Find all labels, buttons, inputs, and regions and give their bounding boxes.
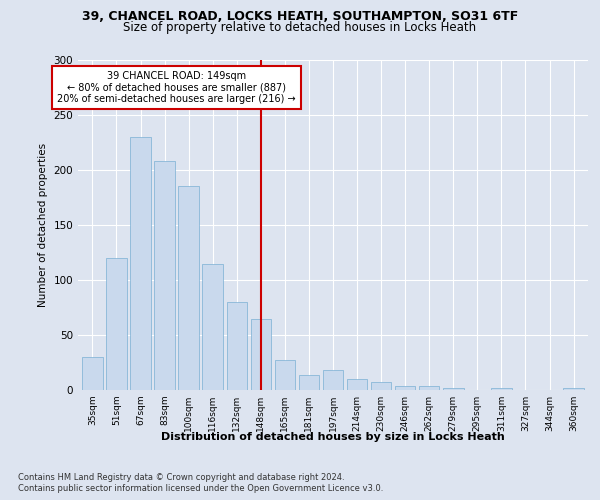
Text: Distribution of detached houses by size in Locks Heath: Distribution of detached houses by size … [161, 432, 505, 442]
Bar [251, 318, 271, 390]
Text: 39 CHANCEL ROAD: 149sqm
← 80% of detached houses are smaller (887)
20% of semi-d: 39 CHANCEL ROAD: 149sqm ← 80% of detache… [58, 71, 296, 104]
Bar [202, 264, 223, 390]
Bar [347, 379, 367, 390]
Bar [395, 386, 415, 390]
Bar [443, 388, 464, 390]
Text: Size of property relative to detached houses in Locks Heath: Size of property relative to detached ho… [124, 22, 476, 35]
Y-axis label: Number of detached properties: Number of detached properties [38, 143, 48, 307]
Bar [82, 357, 103, 390]
Bar [323, 370, 343, 390]
Text: Contains public sector information licensed under the Open Government Licence v3: Contains public sector information licen… [18, 484, 383, 493]
Bar [130, 137, 151, 390]
Bar [299, 374, 319, 390]
Bar [419, 386, 439, 390]
Bar [491, 388, 512, 390]
Bar [178, 186, 199, 390]
Text: 39, CHANCEL ROAD, LOCKS HEATH, SOUTHAMPTON, SO31 6TF: 39, CHANCEL ROAD, LOCKS HEATH, SOUTHAMPT… [82, 10, 518, 23]
Bar [275, 360, 295, 390]
Bar [154, 161, 175, 390]
Text: Contains HM Land Registry data © Crown copyright and database right 2024.: Contains HM Land Registry data © Crown c… [18, 472, 344, 482]
Bar [106, 258, 127, 390]
Bar [563, 388, 584, 390]
Bar [371, 382, 391, 390]
Bar [227, 302, 247, 390]
